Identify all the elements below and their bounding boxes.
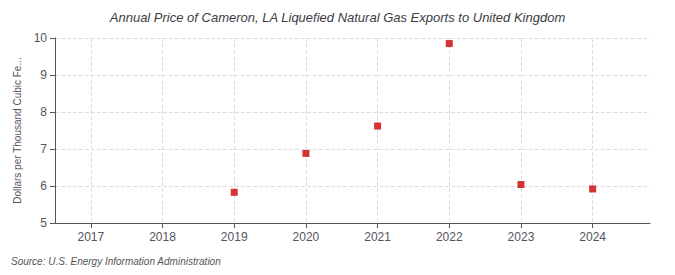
svg-text:9: 9 — [40, 68, 47, 82]
svg-text:2018: 2018 — [149, 230, 176, 244]
svg-text:2017: 2017 — [77, 230, 104, 244]
svg-text:8: 8 — [40, 105, 47, 119]
svg-text:2022: 2022 — [436, 230, 463, 244]
svg-text:Source: U.S. Energy Informatio: Source: U.S. Energy Information Administ… — [11, 256, 221, 267]
svg-text:2020: 2020 — [293, 230, 320, 244]
svg-text:Dollars per Thousand Cubic Fe.: Dollars per Thousand Cubic Fe... — [12, 57, 23, 204]
svg-text:7: 7 — [40, 142, 47, 156]
svg-text:2019: 2019 — [221, 230, 248, 244]
svg-text:6: 6 — [40, 179, 47, 193]
svg-text:5: 5 — [40, 216, 47, 230]
svg-text:2021: 2021 — [364, 230, 391, 244]
svg-text:2023: 2023 — [508, 230, 535, 244]
svg-text:Annual Price of Cameron, LA Li: Annual Price of Cameron, LA Liquefied Na… — [109, 10, 566, 25]
svg-text:2024: 2024 — [579, 230, 606, 244]
svg-text:10: 10 — [34, 31, 48, 45]
